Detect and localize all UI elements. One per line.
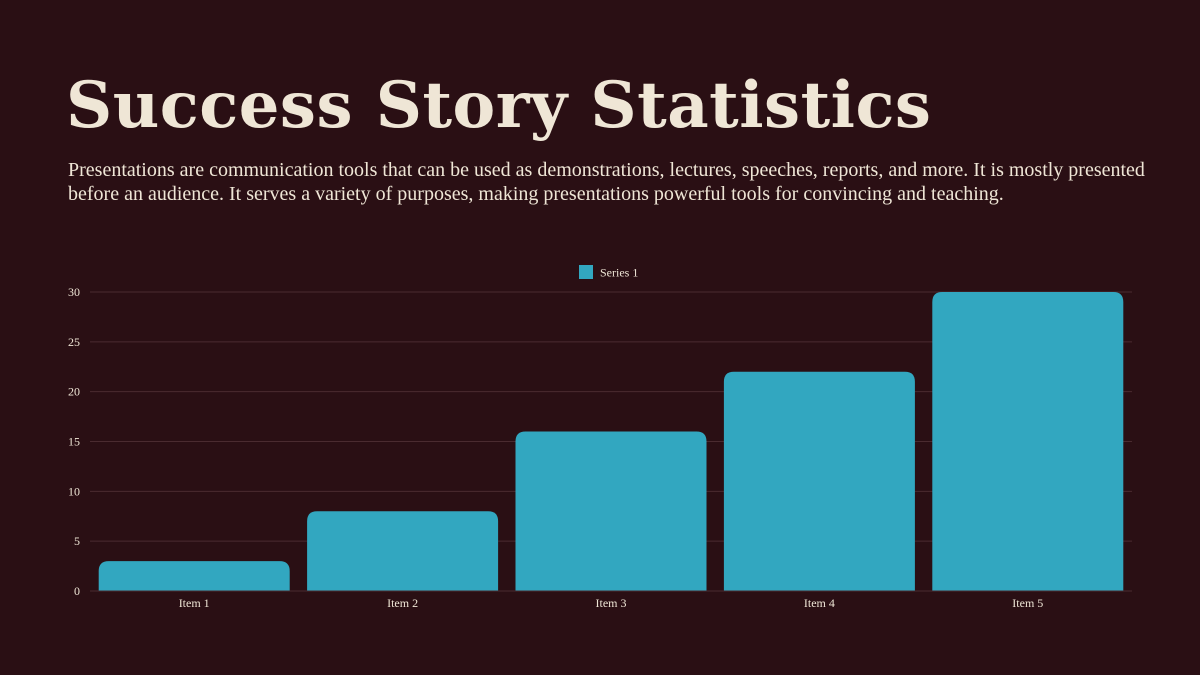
y-tick-label: 15 <box>68 435 80 449</box>
x-tick-label: Item 4 <box>804 596 835 610</box>
x-tick-label: Item 1 <box>179 596 210 610</box>
bar-1 <box>98 561 290 591</box>
legend-swatch <box>579 265 593 279</box>
bars <box>90 292 1132 592</box>
x-tick-label: Item 3 <box>596 596 627 610</box>
x-axis-ticks: Item 1 Item 2 Item 3 Item 4 Item 5 <box>179 596 1044 610</box>
legend-label: Series 1 <box>600 266 638 280</box>
x-tick-label: Item 2 <box>387 596 418 610</box>
y-tick-label: 25 <box>68 335 80 349</box>
bar-chart: 0 5 10 15 20 25 30 Item 1 Item 2 Item 3 Item 4 Ite… <box>0 250 1200 630</box>
slide-description: Presentations are communication tools th… <box>68 159 1145 205</box>
bar-3 <box>515 431 707 591</box>
y-tick-label: 20 <box>68 385 80 399</box>
y-tick-label: 10 <box>68 484 80 498</box>
y-tick-label: 30 <box>68 285 80 299</box>
slide-title: Success Story Statistics <box>66 68 932 143</box>
y-tick-label: 0 <box>74 584 80 598</box>
legend: Series 1 <box>579 265 638 280</box>
bar-2 <box>307 511 499 591</box>
bar-4 <box>723 371 915 591</box>
bar-5 <box>932 292 1124 591</box>
y-axis-ticks: 0 5 10 15 20 25 30 <box>68 285 80 598</box>
x-tick-label: Item 5 <box>1012 596 1043 610</box>
y-tick-label: 5 <box>74 534 80 548</box>
